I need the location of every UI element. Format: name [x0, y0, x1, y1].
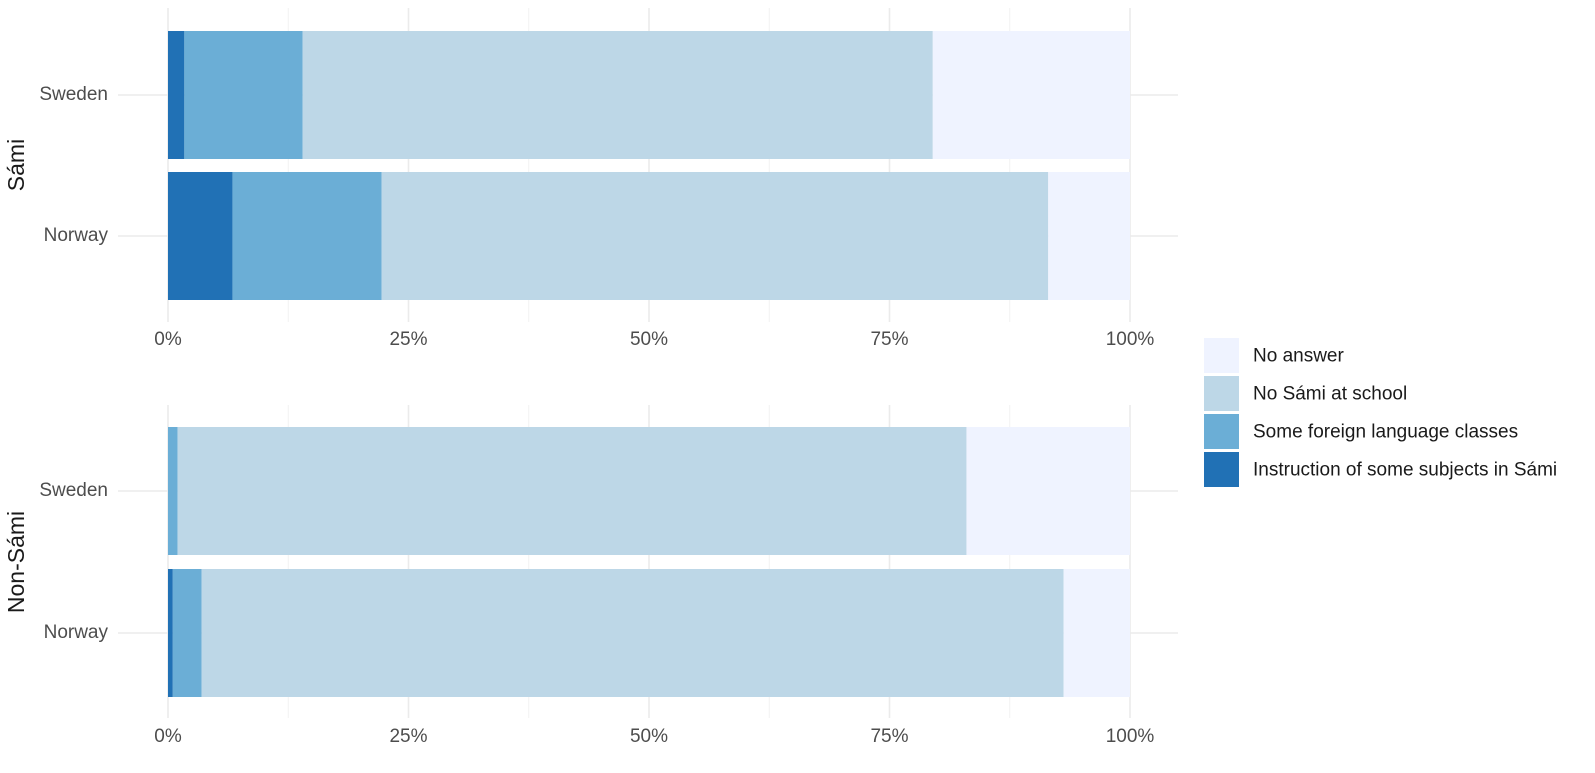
x-tick-label: 50% [630, 726, 668, 747]
bar-segment-sami-norway-instruction-of-some-subjects-in-sami [168, 172, 233, 300]
x-tick-label: 75% [870, 726, 908, 747]
x-tick-label: 25% [389, 329, 427, 350]
x-tick-label: 100% [1106, 726, 1155, 747]
x-tick-label: 75% [870, 329, 908, 350]
category-label-sweden: Sweden [39, 84, 108, 105]
x-tick-label: 0% [154, 329, 182, 350]
legend-swatch-some-foreign-language-classes [1204, 414, 1239, 449]
bar-segment-non-sami-sweden-no-answer [966, 427, 1130, 555]
category-label-norway: Norway [44, 622, 109, 643]
legend-label-no-answer: No answer [1253, 346, 1344, 367]
legend-swatch-instruction-of-some-subjects-in-sami [1204, 452, 1239, 487]
legend-swatch-no-sami-at-school [1204, 376, 1239, 411]
bar-segment-non-sami-sweden-no-sami-at-school [177, 427, 967, 555]
bar-segment-sami-sweden-instruction-of-some-subjects-in-sami [168, 31, 185, 159]
bar-segment-non-sami-norway-no-sami-at-school [201, 569, 1064, 697]
bar-segment-sami-sweden-no-sami-at-school [302, 31, 933, 159]
bar-segment-non-sami-norway-some-foreign-language-classes [172, 569, 202, 697]
bar-segment-sami-sweden-no-answer [932, 31, 1130, 159]
legend-label-instruction-of-some-subjects-in-sami: Instruction of some subjects in Sámi [1253, 460, 1557, 481]
legend-swatch-no-answer [1204, 338, 1239, 373]
x-tick-label: 100% [1106, 329, 1155, 350]
category-label-norway: Norway [44, 225, 109, 246]
bar-segment-sami-norway-no-answer [1048, 172, 1130, 300]
category-label-sweden: Sweden [39, 480, 108, 501]
facet-label-non-sami: Non-Sámi [3, 511, 29, 613]
bar-segment-non-sami-norway-no-answer [1063, 569, 1130, 697]
facet-label-sami: Sámi [3, 139, 29, 191]
x-tick-label: 50% [630, 329, 668, 350]
bar-segment-sami-norway-no-sami-at-school [381, 172, 1049, 300]
x-tick-label: 0% [154, 726, 182, 747]
bar-segment-sami-sweden-some-foreign-language-classes [184, 31, 303, 159]
legend-label-some-foreign-language-classes: Some foreign language classes [1253, 422, 1518, 443]
legend-label-no-sami-at-school: No Sámi at school [1253, 384, 1407, 405]
x-tick-label: 25% [389, 726, 427, 747]
bar-segment-non-sami-sweden-some-foreign-language-classes [168, 427, 178, 555]
bar-segment-non-sami-norway-instruction-of-some-subjects-in-sami [168, 569, 173, 697]
bar-segment-sami-norway-some-foreign-language-classes [232, 172, 382, 300]
